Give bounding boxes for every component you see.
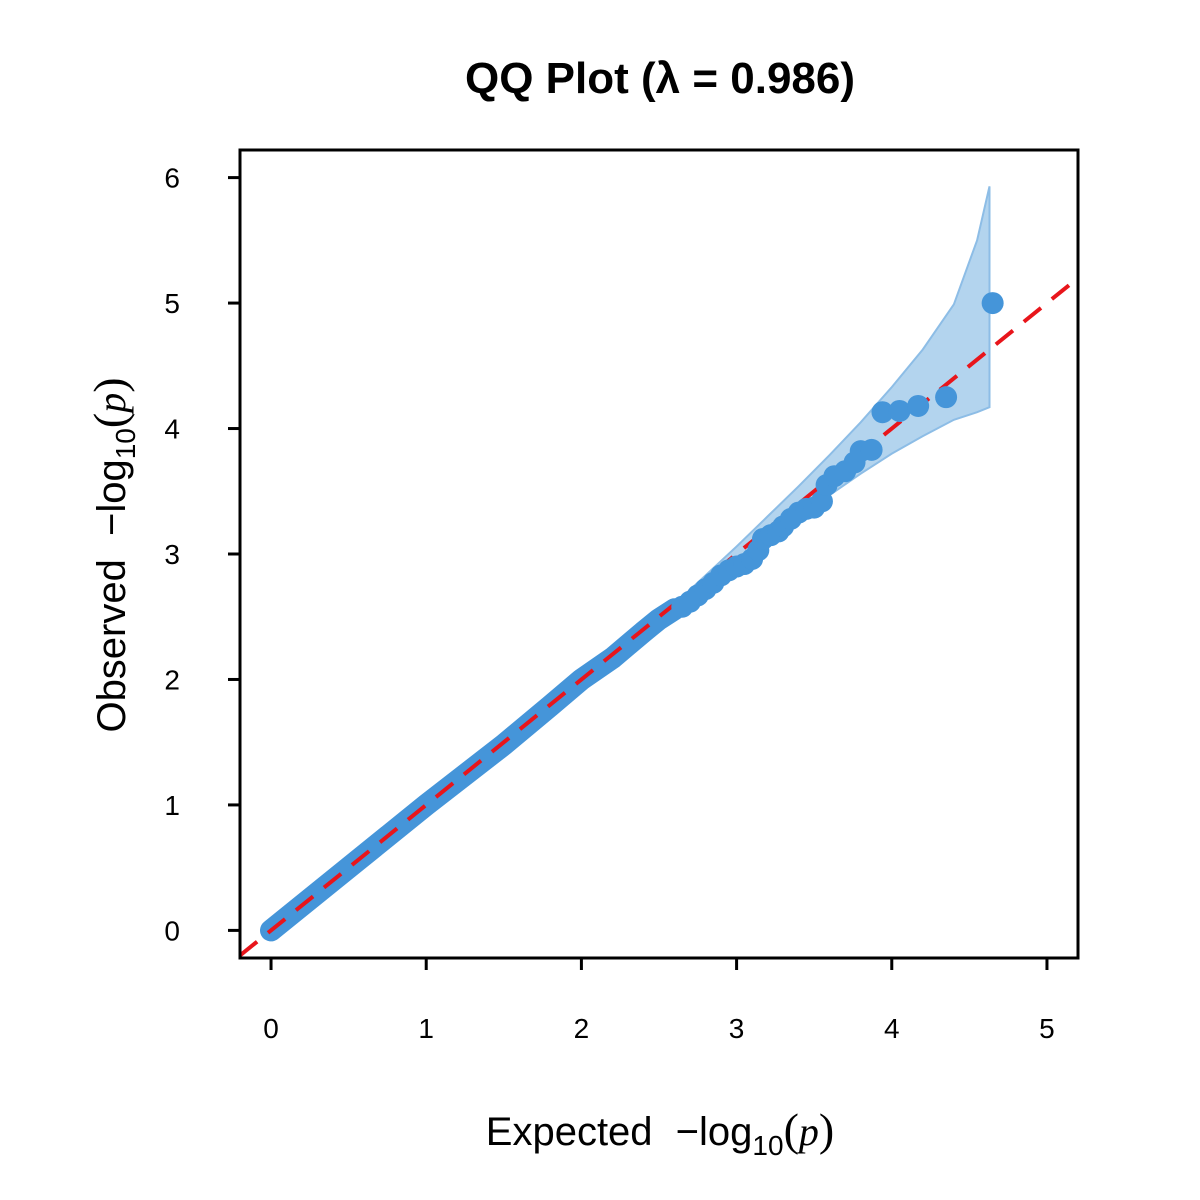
x-tick-label: 5 bbox=[1039, 1013, 1055, 1044]
y-axis-title: Observed −log10(p) bbox=[84, 377, 141, 732]
data-point bbox=[860, 438, 883, 461]
x-axis-title-sub: 10 bbox=[752, 1130, 783, 1161]
y-axis-title-open: ( bbox=[84, 413, 135, 428]
y-axis-title-minus: − bbox=[90, 513, 134, 536]
data-point bbox=[888, 399, 911, 422]
x-tick-label: 4 bbox=[884, 1013, 900, 1044]
x-axis-title-log: log bbox=[699, 1110, 752, 1154]
x-axis: 0 1 2 3 4 5 bbox=[263, 956, 1055, 1044]
y-tick-label: 4 bbox=[164, 414, 180, 445]
y-axis-title-sub: 10 bbox=[110, 428, 141, 459]
plot-frame bbox=[238, 148, 1080, 960]
plot-area bbox=[240, 186, 1078, 958]
y-tick-label: 2 bbox=[164, 664, 180, 695]
x-axis-title-open: ( bbox=[784, 1104, 799, 1155]
y-axis-title-var: p bbox=[89, 393, 134, 416]
x-tick-label: 1 bbox=[418, 1013, 434, 1044]
x-tick-label: 3 bbox=[729, 1013, 745, 1044]
y-tick-label: 3 bbox=[164, 539, 180, 570]
x-axis-title: Expected −log10(p) bbox=[486, 1104, 834, 1161]
data-point bbox=[871, 401, 894, 424]
data-point bbox=[981, 292, 1004, 315]
y-axis-title-prefix: Observed bbox=[90, 559, 134, 732]
y-tick-label: 5 bbox=[164, 288, 180, 319]
y-tick-label: 0 bbox=[164, 915, 180, 946]
plot-content bbox=[240, 186, 1078, 958]
data-point bbox=[907, 394, 930, 417]
y-axis-title-close: ) bbox=[84, 377, 135, 392]
x-tick-label: 0 bbox=[263, 1013, 279, 1044]
y-axis: 0 1 2 3 4 5 6 bbox=[164, 163, 242, 946]
x-axis-title-close: ) bbox=[819, 1104, 834, 1155]
data-point bbox=[935, 386, 958, 409]
y-tick-label: 6 bbox=[164, 163, 180, 194]
chart-title: QQ Plot (λ = 0.986) bbox=[465, 54, 855, 103]
y-tick-label: 1 bbox=[164, 790, 180, 821]
x-axis-title-var: p bbox=[796, 1109, 819, 1154]
y-axis-title-log: log bbox=[90, 459, 134, 512]
x-tick-label: 2 bbox=[574, 1013, 590, 1044]
x-axis-title-minus: − bbox=[676, 1110, 699, 1154]
x-axis-title-prefix: Expected bbox=[486, 1110, 653, 1154]
